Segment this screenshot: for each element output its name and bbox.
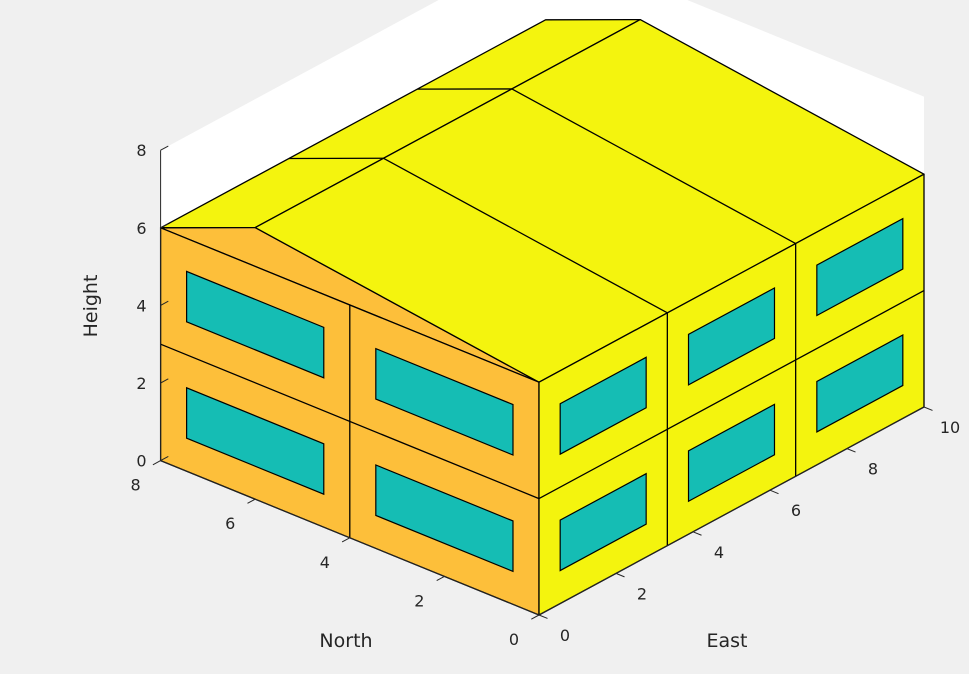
x-axis-line — [538, 406, 925, 616]
y-tick — [531, 614, 540, 620]
x-tick-label: 10 — [940, 418, 960, 437]
x-tick — [615, 572, 625, 578]
x-tick-label: 2 — [637, 584, 647, 603]
x-tick-label: 8 — [868, 460, 878, 479]
window-east-1-1 — [559, 472, 647, 572]
window-north-1-1 — [186, 386, 325, 496]
x-tick — [923, 406, 933, 411]
z-tick-label: 0 — [136, 452, 146, 471]
x-tick — [846, 448, 856, 453]
window-north-1-2 — [375, 464, 514, 573]
building-faces — [159, 18, 925, 616]
y-tick-label: 8 — [131, 476, 141, 495]
y-tick — [152, 460, 161, 466]
z-tick — [160, 378, 169, 384]
z-tick-label: 8 — [136, 141, 146, 160]
x-tick — [769, 489, 779, 495]
y-tick-label: 4 — [320, 553, 330, 572]
x-tick — [692, 531, 702, 536]
x-tick-label: 0 — [560, 626, 570, 645]
x-tick-label: 4 — [714, 543, 724, 562]
window-east-2-1 — [559, 356, 647, 456]
window-east-1-2 — [687, 403, 776, 503]
x-tick — [538, 614, 548, 619]
z-tick-label: 4 — [136, 296, 146, 315]
z-tick-label: 2 — [136, 374, 146, 393]
y-tick — [247, 498, 256, 504]
x-tick-label: 6 — [791, 501, 801, 520]
window-east-2-2 — [687, 286, 776, 386]
y-tick — [436, 575, 445, 581]
window-north-2-1 — [186, 270, 325, 379]
roof-bay-line — [288, 157, 668, 314]
window-north-2-2 — [375, 347, 514, 456]
window-east-2-3 — [816, 217, 904, 317]
z-tick-label: 6 — [136, 219, 146, 238]
x-axis-label: East — [707, 630, 748, 652]
y-axis-label: North — [319, 630, 372, 652]
window-east-1-3 — [816, 334, 904, 433]
y-tick-label: 6 — [225, 514, 235, 533]
y-tick-label: 0 — [509, 630, 519, 649]
y-tick-label: 2 — [414, 591, 424, 610]
z-axis-label: Height — [80, 275, 102, 338]
z-tick — [160, 223, 169, 229]
z-tick — [160, 145, 169, 151]
axes: 0 2 4 6 8 10 0 2 4 6 8 0 2 4 6 8 — [131, 141, 961, 649]
roof-bay-line — [417, 88, 796, 245]
z-tick — [160, 456, 169, 462]
z-tick — [160, 300, 169, 306]
y-tick — [341, 537, 351, 543]
floor-line — [160, 290, 925, 500]
